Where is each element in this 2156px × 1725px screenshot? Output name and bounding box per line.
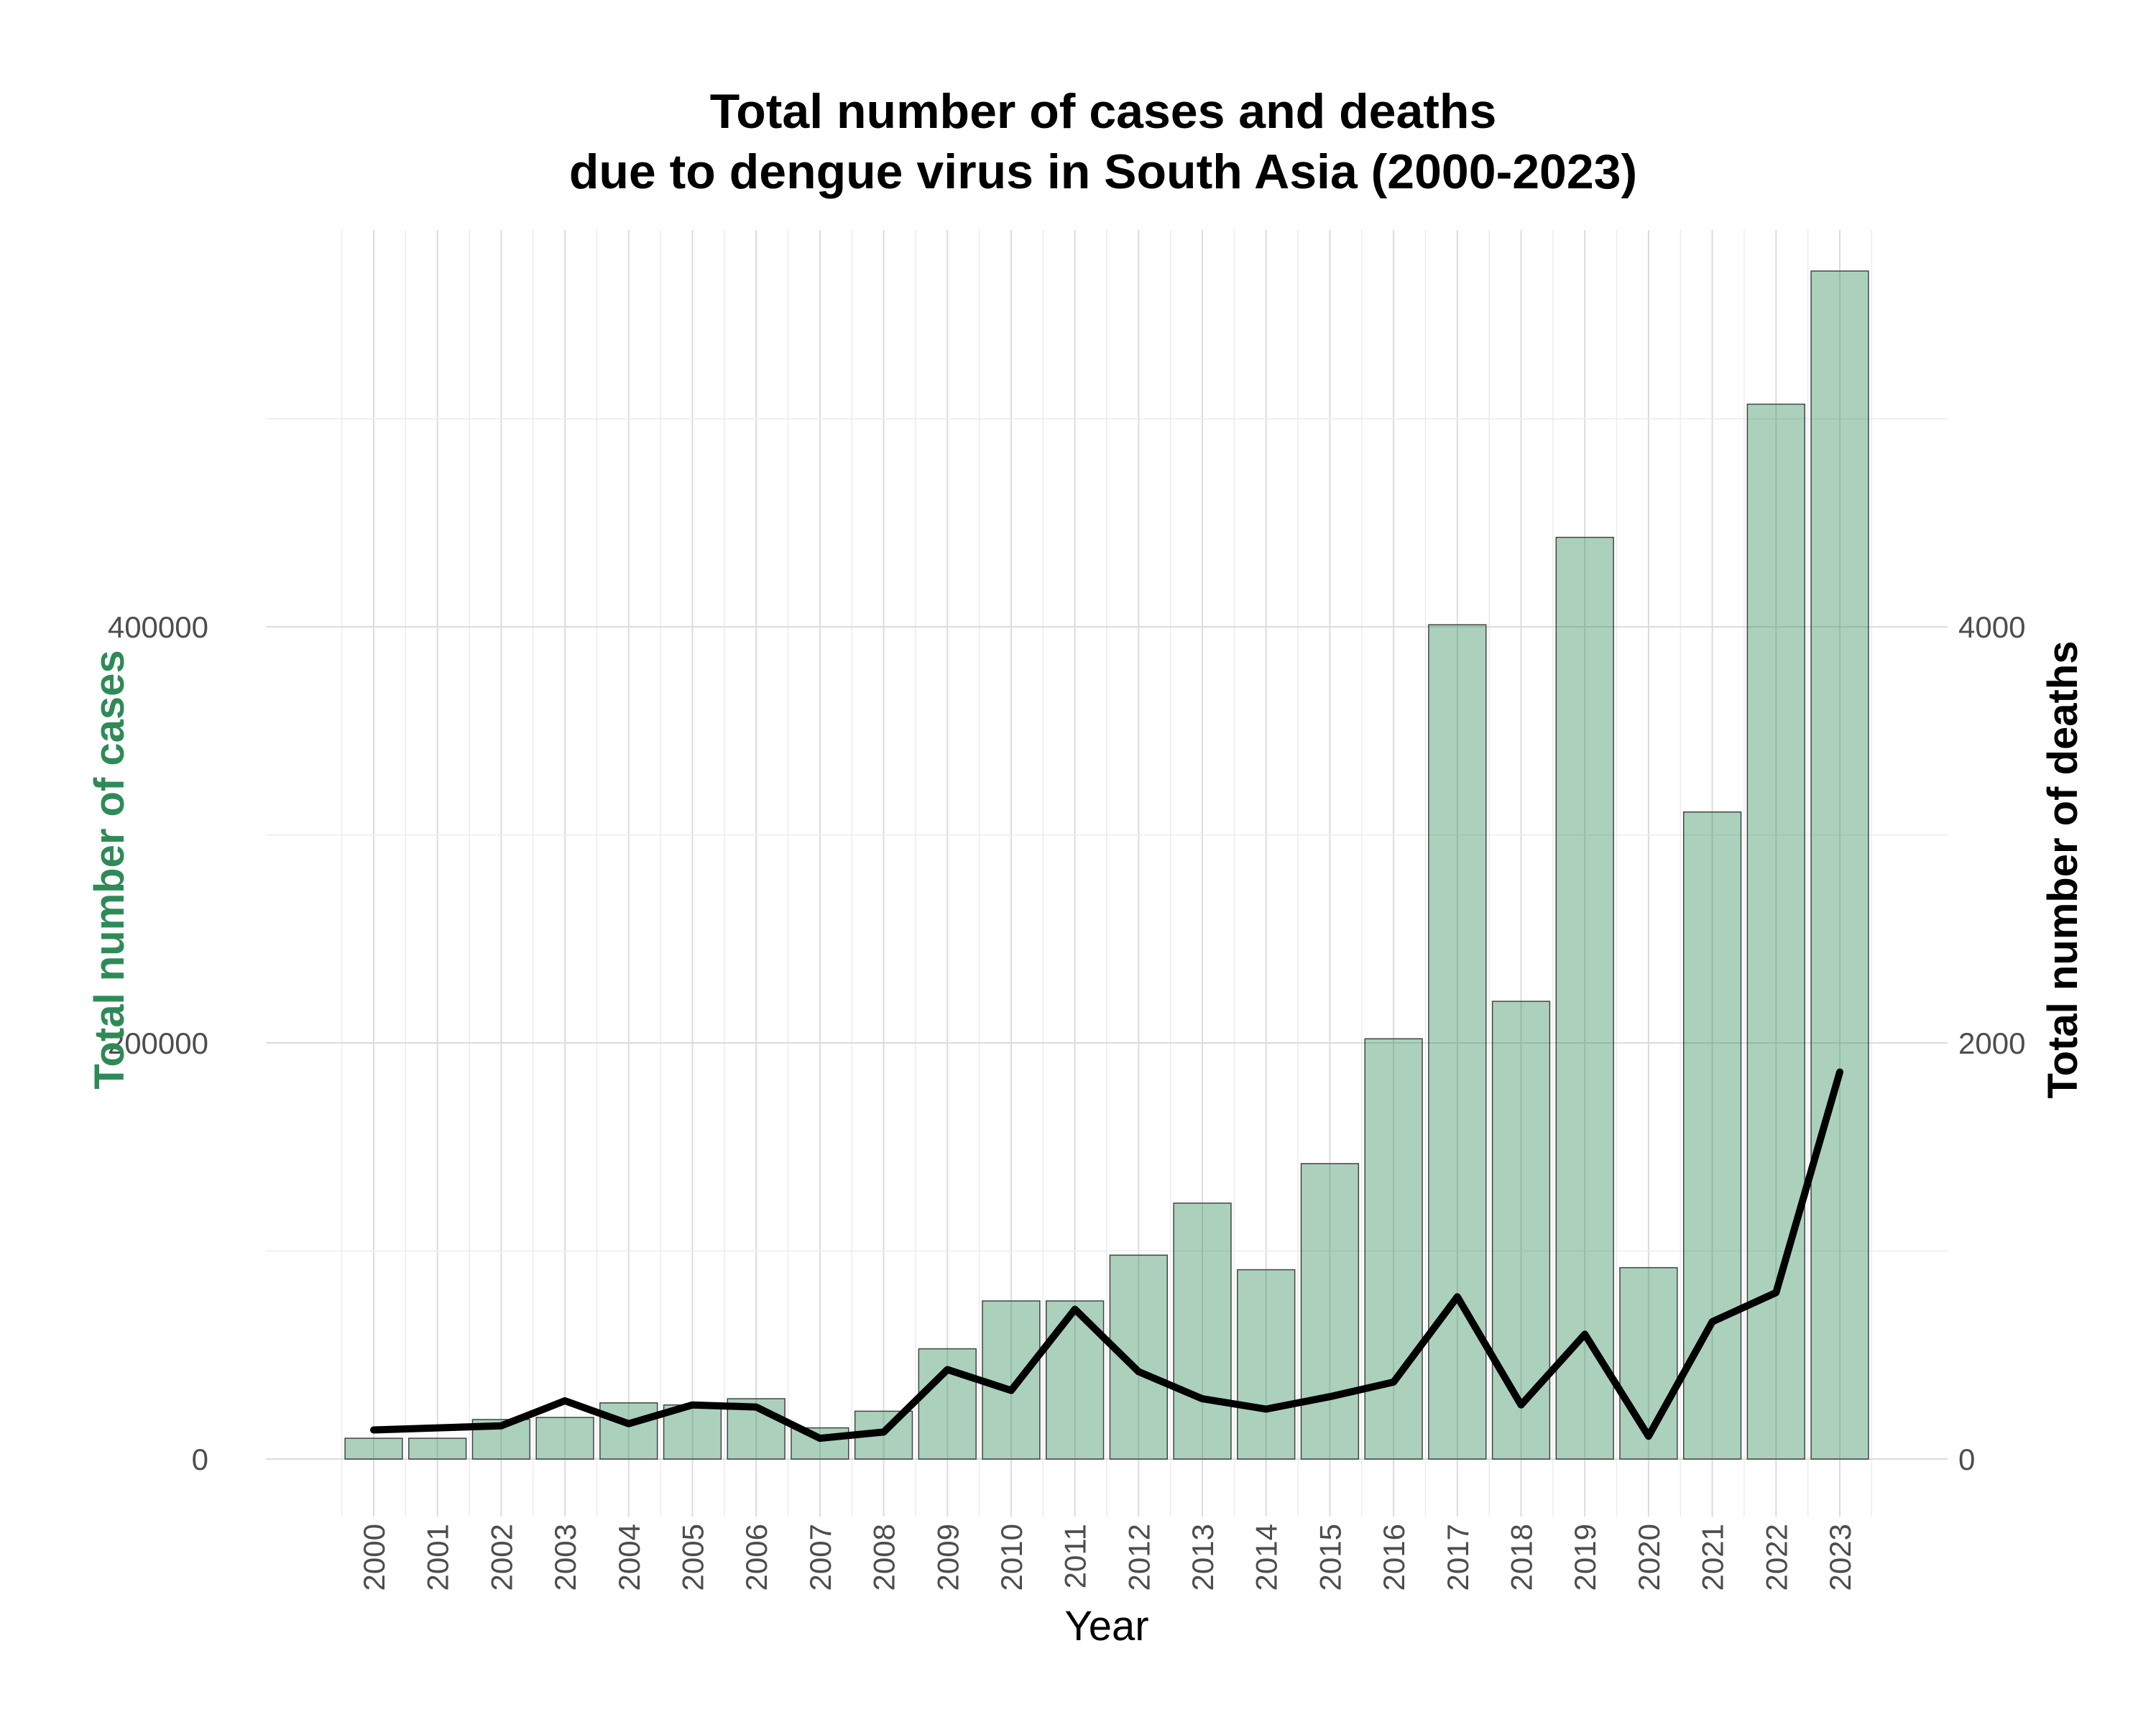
x-tick-label-2017: 2017 [1441, 1524, 1475, 1591]
bar-2009 [918, 1348, 977, 1460]
y-right-tick-label: 0 [1958, 1443, 1975, 1476]
x-tick-label-2022: 2022 [1759, 1524, 1793, 1591]
bar-2020 [1619, 1266, 1678, 1460]
bar-2015 [1300, 1163, 1360, 1460]
x-tick-label-2013: 2013 [1186, 1524, 1220, 1591]
x-tick-label-2005: 2005 [676, 1524, 710, 1591]
x-tick-label-2003: 2003 [548, 1524, 582, 1591]
bar-2016 [1364, 1038, 1423, 1460]
x-tick-label-2014: 2014 [1250, 1524, 1284, 1591]
x-tick-label-2008: 2008 [867, 1524, 901, 1591]
y-left-tick-label: 400000 [108, 610, 208, 644]
bar-2010 [982, 1300, 1041, 1460]
x-tick-label-2016: 2016 [1377, 1524, 1411, 1591]
x-tick-label-2023: 2023 [1823, 1524, 1857, 1591]
x-tick-label-2000: 2000 [357, 1524, 391, 1591]
x-tick-label-2006: 2006 [740, 1524, 773, 1591]
bar-2001 [408, 1438, 467, 1460]
y-axis-left-ticks: 0 200000 400000 [108, 610, 208, 1476]
bar-2023 [1810, 270, 1869, 1460]
series-line-deaths [370, 1068, 1843, 1443]
y-left-tick-label: 0 [192, 1443, 208, 1476]
x-tick-label-2009: 2009 [931, 1524, 964, 1591]
x-tick-label-2018: 2018 [1505, 1524, 1539, 1591]
y-left-tick-label: 200000 [108, 1026, 208, 1060]
bar-2018 [1491, 1000, 1551, 1460]
y-axis-right-ticks: 0 2000 4000 [1958, 610, 2025, 1476]
chart-title-line-1: Total number of cases and deaths [710, 84, 1497, 139]
x-tick-label-2011: 2011 [1059, 1524, 1092, 1588]
x-tick-label-2020: 2020 [1632, 1524, 1666, 1591]
bar-2013 [1173, 1202, 1232, 1460]
bar-2012 [1109, 1254, 1169, 1460]
bars [344, 270, 1869, 1460]
x-axis-ticks: 2000 2001 2002 2003 2004 2005 2006 2007 2008 2009… [357, 1524, 1857, 1591]
y-right-tick-label: 2000 [1958, 1026, 2025, 1060]
y-right-tick-label: 4000 [1958, 610, 2025, 644]
bar-2004 [599, 1402, 658, 1460]
x-tick-label-2007: 2007 [803, 1524, 837, 1591]
bar-2014 [1237, 1269, 1296, 1460]
bar-2007 [791, 1427, 849, 1460]
x-tick-label-2002: 2002 [484, 1524, 518, 1591]
bar-2000 [344, 1438, 403, 1460]
x-tick-label-2004: 2004 [612, 1524, 646, 1591]
x-tick-label-2001: 2001 [421, 1524, 455, 1591]
y-axis-right-title: Total number of deaths [2040, 641, 2086, 1099]
x-axis-title: Year [1064, 1603, 1148, 1650]
x-tick-label-2015: 2015 [1313, 1524, 1347, 1591]
y-axis-left-title: Total number of cases [86, 650, 133, 1089]
grid [266, 230, 1948, 1517]
x-tick-label-2019: 2019 [1568, 1524, 1602, 1591]
x-tick-label-2012: 2012 [1122, 1524, 1156, 1591]
x-tick-label-2021: 2021 [1696, 1524, 1730, 1591]
bar-2003 [535, 1417, 594, 1460]
bar-2019 [1555, 536, 1614, 1460]
x-tick-label-2010: 2010 [995, 1524, 1028, 1591]
chart-title-line-2: due to dengue virus in South Asia (2000-… [569, 144, 1637, 199]
